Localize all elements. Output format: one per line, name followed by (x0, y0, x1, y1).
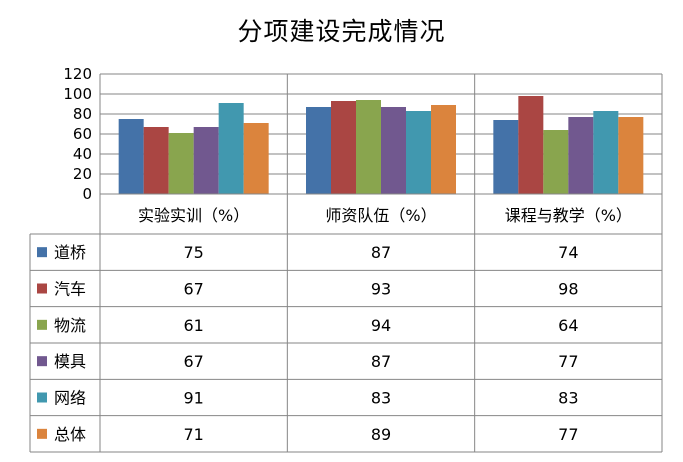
bar (306, 107, 331, 194)
data-label: 93 (371, 280, 391, 299)
bar (193, 127, 219, 194)
data-label: 89 (371, 425, 391, 444)
bar (168, 133, 194, 194)
bar (218, 103, 244, 194)
legend-swatch (37, 428, 47, 439)
bar (431, 105, 456, 194)
data-label: 77 (558, 352, 578, 371)
data-table: 实验实训（%） 师资队伍（%） 课程与教学（%） 道桥 75 87 74 汽车 67 93 98 物流… (29, 74, 663, 453)
data-label: 87 (371, 243, 391, 262)
data-label: 67 (183, 352, 203, 371)
y-tick-label: 120 (63, 65, 92, 83)
category-label: 实验实训（%） (138, 206, 249, 225)
data-label: 98 (558, 280, 578, 299)
bar (406, 111, 431, 194)
bar (568, 117, 594, 194)
data-label: 61 (183, 316, 203, 335)
legend-label: 总体 (54, 425, 86, 444)
bar (143, 127, 169, 194)
legend-label: 道桥 (54, 243, 86, 262)
bar (243, 123, 269, 194)
data-label: 75 (183, 243, 203, 262)
category-label: 师资队伍（%） (325, 206, 436, 225)
y-axis: 0 20 40 60 80 100 120 (63, 65, 101, 203)
bar (331, 101, 356, 194)
legend-swatch (37, 319, 47, 330)
y-tick-label: 60 (73, 125, 92, 143)
legend-swatch (37, 283, 47, 294)
data-label: 91 (183, 389, 203, 408)
data-label: 67 (183, 280, 203, 299)
data-label: 77 (558, 425, 578, 444)
data-label: 87 (371, 352, 391, 371)
bars (118, 96, 644, 194)
bar (618, 117, 644, 194)
y-tick-label: 80 (73, 105, 92, 123)
data-label: 71 (183, 425, 203, 444)
data-label: 83 (371, 389, 391, 408)
y-tick-label: 0 (82, 185, 92, 203)
bar (543, 130, 569, 194)
legend-label: 物流 (54, 316, 86, 335)
category-label: 课程与教学（%） (505, 206, 632, 225)
bar (118, 119, 144, 194)
data-label: 94 (371, 316, 391, 335)
chart-title: 分项建设完成情况 (237, 17, 446, 46)
legend-swatch (37, 247, 47, 258)
legend-label: 汽车 (54, 280, 86, 299)
data-label: 74 (558, 243, 578, 262)
bar (381, 107, 406, 194)
legend-label: 网络 (54, 389, 86, 408)
y-tick-label: 20 (73, 165, 92, 183)
legend-swatch (37, 356, 47, 367)
legend-label: 模具 (54, 352, 86, 371)
bar (593, 111, 619, 194)
bar (356, 100, 381, 194)
y-tick-label: 40 (73, 145, 92, 163)
data-label: 64 (558, 316, 578, 335)
bar (518, 96, 544, 194)
data-label: 83 (558, 389, 578, 408)
y-tick-label: 100 (63, 85, 92, 103)
bar (493, 120, 519, 194)
legend-swatch (37, 392, 47, 403)
